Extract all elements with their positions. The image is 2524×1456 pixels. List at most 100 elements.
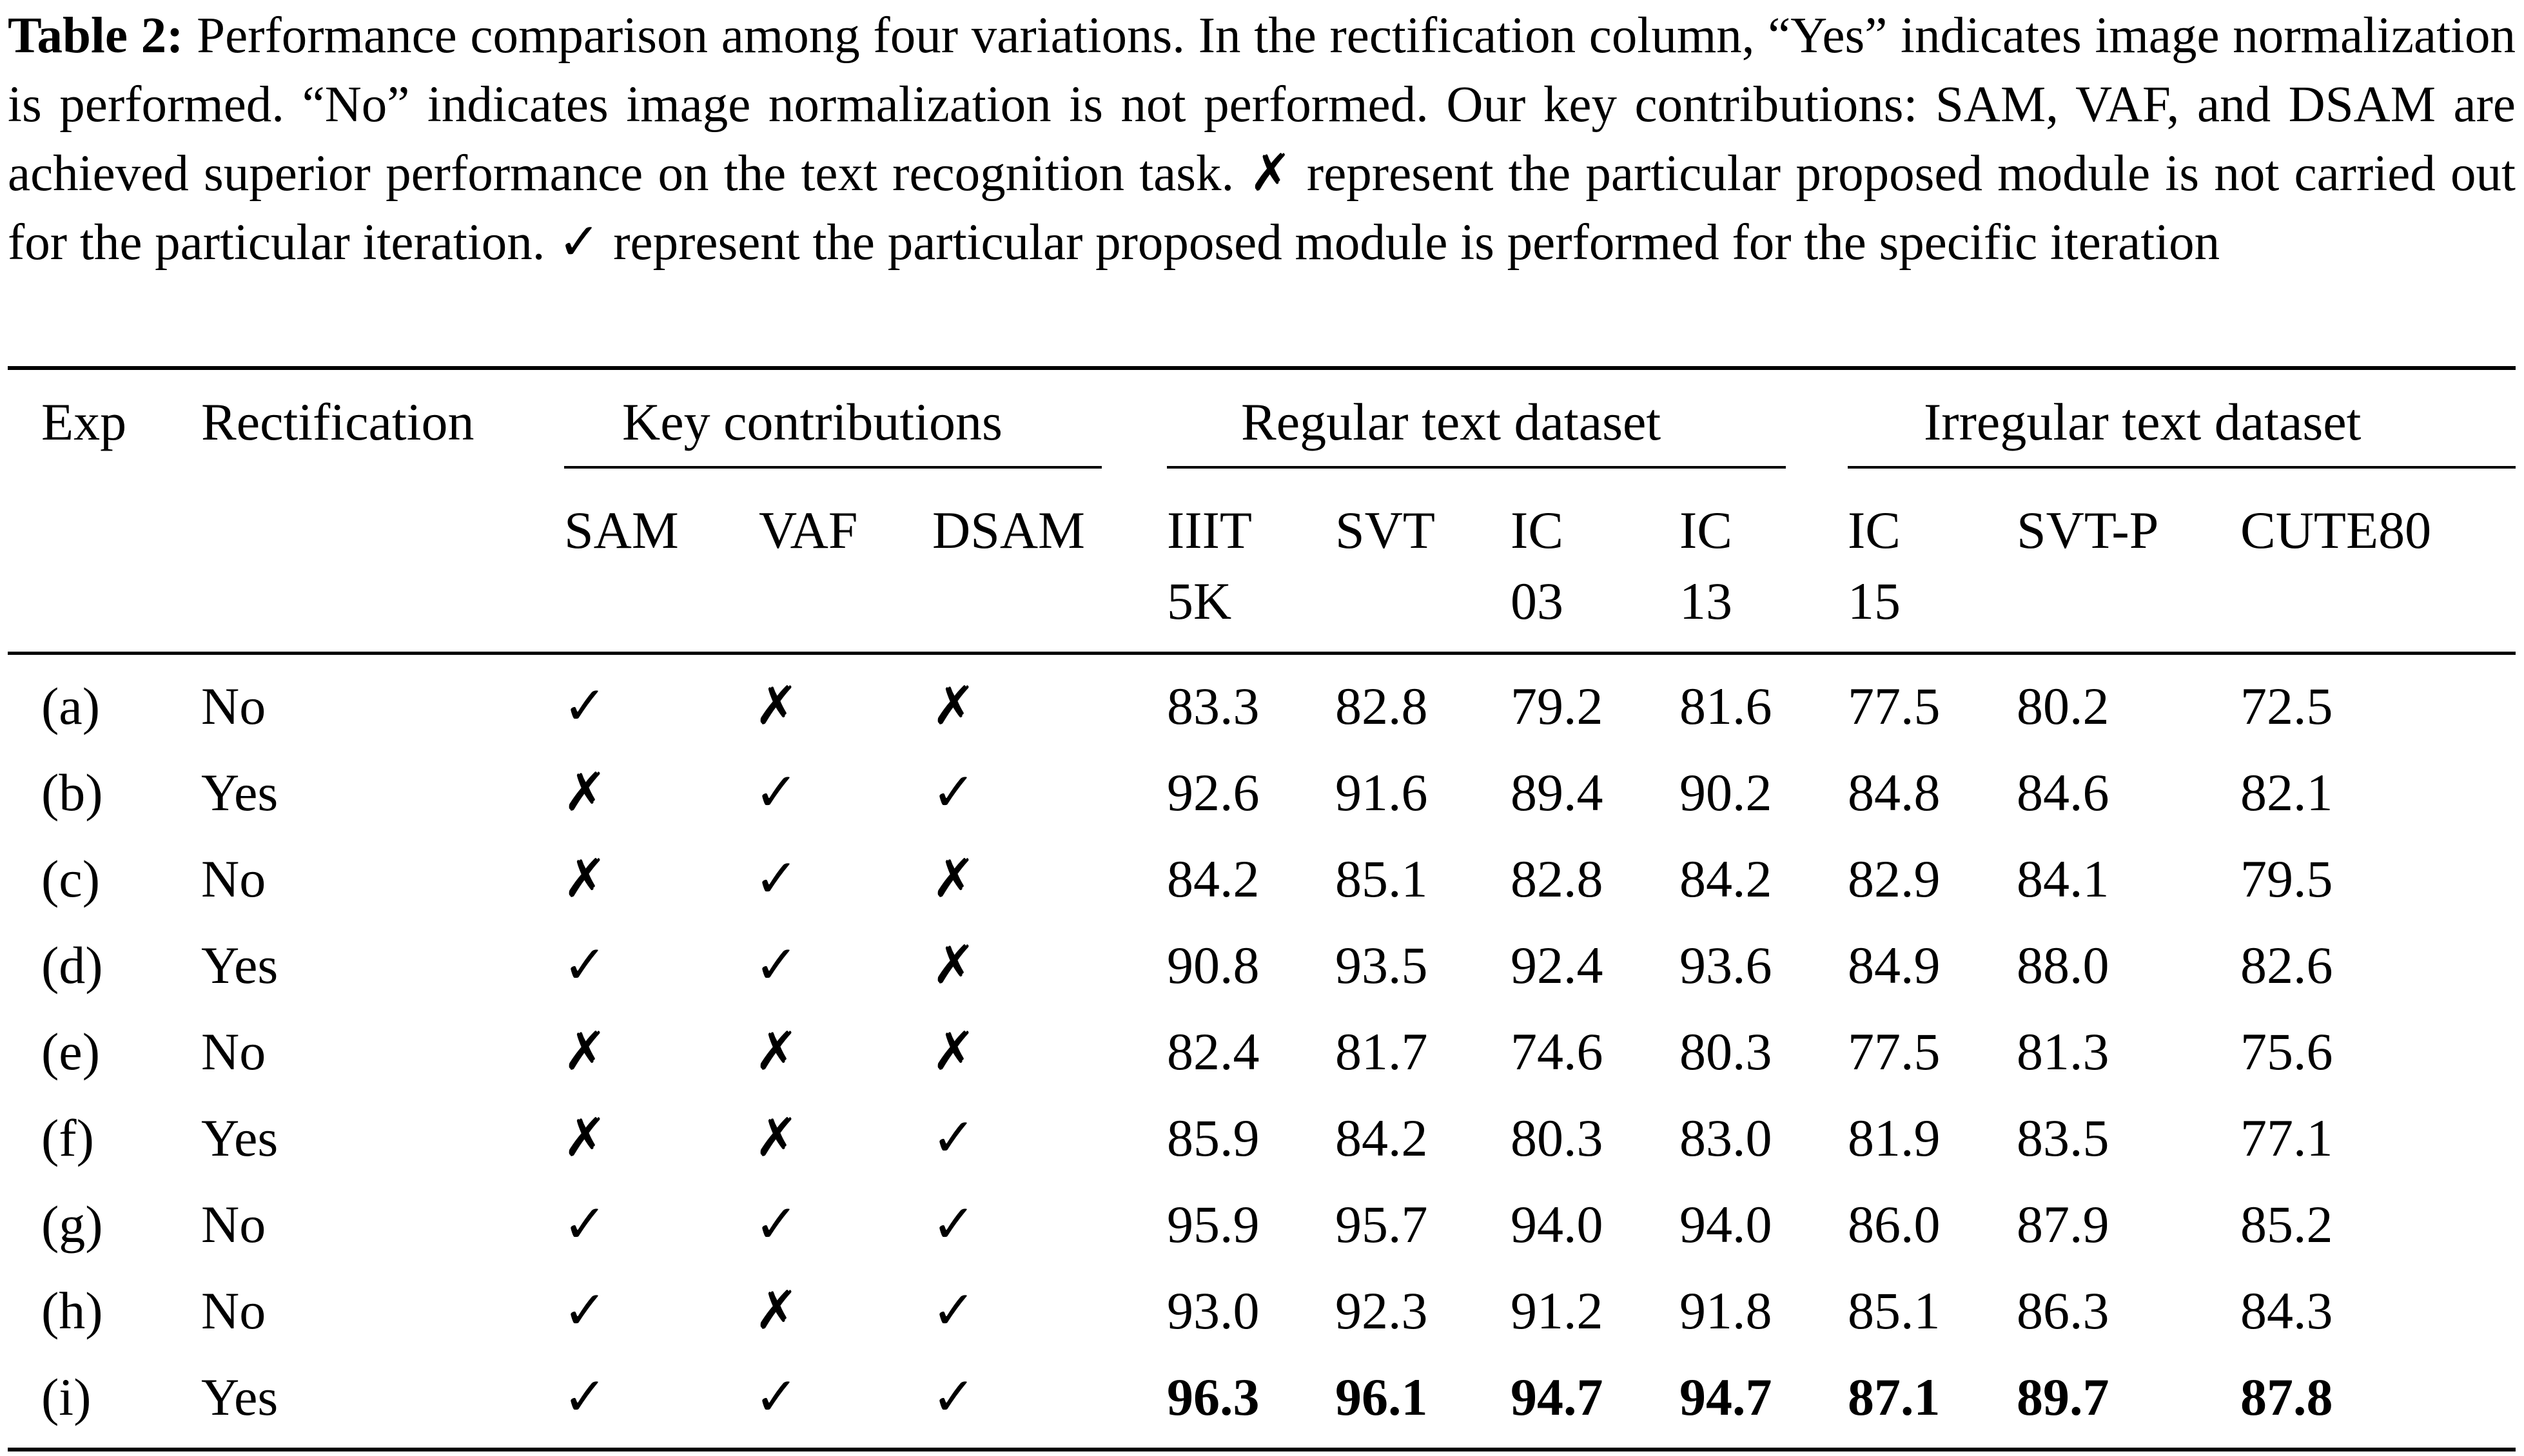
- cell-dsam: ✓: [932, 1107, 976, 1169]
- cell-sam: ✗: [563, 848, 607, 909]
- cell-iiit5k: 93.0: [1167, 1281, 1260, 1340]
- cell-ic03: 74.6: [1511, 1022, 1603, 1081]
- cell-ic13: 81.6: [1679, 677, 1772, 735]
- table-top-rule: [8, 366, 2516, 370]
- cell-exp: (g): [41, 1195, 103, 1254]
- cell-cute80: 82.1: [2240, 763, 2333, 822]
- cell-ic03: 89.4: [1511, 763, 1603, 822]
- cell-cute80: 77.1: [2240, 1109, 2333, 1167]
- header-key-contributions: Key contributions: [622, 393, 1003, 451]
- cell-dsam: ✗: [932, 1021, 976, 1082]
- header-rectification: Rectification: [201, 393, 474, 451]
- cell-svtp: 81.3: [2017, 1022, 2109, 1081]
- cell-svt: 81.7: [1335, 1022, 1428, 1081]
- cell-svtp: 89.7: [2017, 1368, 2109, 1426]
- cell-ic03: 94.0: [1511, 1195, 1603, 1254]
- header-vaf: VAF: [759, 501, 858, 559]
- header-ic13-line1: IC: [1679, 501, 1732, 559]
- cell-rectification: Yes: [201, 936, 279, 995]
- cell-svtp: 80.2: [2017, 677, 2109, 735]
- cell-sam: ✓: [563, 1366, 607, 1428]
- table-header-rule: [8, 652, 2516, 655]
- cell-rectification: No: [201, 1022, 266, 1081]
- header-irregular-dataset: Irregular text dataset: [1924, 393, 2362, 451]
- cell-ic15: 82.9: [1848, 849, 1941, 908]
- cell-exp: (b): [41, 763, 103, 822]
- cell-ic03: 82.8: [1511, 849, 1603, 908]
- regular-dataset-underline: [1167, 466, 1786, 469]
- cell-svtp: 87.9: [2017, 1195, 2109, 1254]
- header-regular-dataset: Regular text dataset: [1241, 393, 1661, 451]
- cell-svtp: 83.5: [2017, 1109, 2109, 1167]
- cell-sam: ✓: [563, 1280, 607, 1341]
- cell-ic15: 87.1: [1848, 1368, 1941, 1426]
- cell-svtp: 84.1: [2017, 849, 2109, 908]
- cell-svt: 95.7: [1335, 1195, 1428, 1254]
- cell-exp: (a): [41, 677, 101, 735]
- cell-rectification: No: [201, 849, 266, 908]
- cell-sam: ✓: [563, 1194, 607, 1255]
- header-ic03-line1: IC: [1511, 501, 1563, 559]
- cell-dsam: ✓: [932, 1280, 976, 1341]
- cell-vaf: ✓: [754, 762, 799, 823]
- header-svt: SVT: [1335, 501, 1435, 559]
- header-svtp: SVT-P: [2017, 501, 2159, 559]
- cell-iiit5k: 96.3: [1167, 1368, 1260, 1426]
- cell-ic03: 92.4: [1511, 936, 1603, 995]
- cell-iiit5k: 84.2: [1167, 849, 1260, 908]
- cell-dsam: ✓: [932, 762, 976, 823]
- cell-ic13: 93.6: [1679, 936, 1772, 995]
- key-contributions-underline: [564, 466, 1102, 469]
- cell-iiit5k: 85.9: [1167, 1109, 1260, 1167]
- cell-exp: (d): [41, 936, 103, 995]
- header-ic15-line2: 15: [1848, 572, 1901, 630]
- cell-ic15: 84.8: [1848, 763, 1941, 822]
- cell-ic15: 85.1: [1848, 1281, 1941, 1340]
- cell-iiit5k: 92.6: [1167, 763, 1260, 822]
- cell-cute80: 87.8: [2240, 1368, 2333, 1426]
- cell-ic13: 94.7: [1679, 1368, 1772, 1426]
- cell-exp: (i): [41, 1368, 92, 1426]
- cell-cute80: 75.6: [2240, 1022, 2333, 1081]
- cell-rectification: Yes: [201, 1109, 279, 1167]
- cell-rectification: Yes: [201, 763, 279, 822]
- cell-svtp: 88.0: [2017, 936, 2109, 995]
- cell-dsam: ✓: [932, 1194, 976, 1255]
- cell-exp: (e): [41, 1022, 101, 1081]
- cell-dsam: ✗: [932, 935, 976, 996]
- header-ic13-line2: 13: [1679, 572, 1732, 630]
- cell-cute80: 72.5: [2240, 677, 2333, 735]
- cell-vaf: ✗: [754, 1021, 799, 1082]
- cell-ic03: 91.2: [1511, 1281, 1603, 1340]
- cell-svt: 82.8: [1335, 677, 1428, 735]
- cell-ic13: 84.2: [1679, 849, 1772, 908]
- header-exp: Exp: [41, 393, 127, 451]
- cell-svtp: 86.3: [2017, 1281, 2109, 1340]
- cell-ic13: 80.3: [1679, 1022, 1772, 1081]
- cell-iiit5k: 83.3: [1167, 677, 1260, 735]
- cell-iiit5k: 82.4: [1167, 1022, 1260, 1081]
- cell-ic03: 80.3: [1511, 1109, 1603, 1167]
- cell-svt: 91.6: [1335, 763, 1428, 822]
- header-iiit-line2: 5K: [1167, 572, 1232, 630]
- irregular-dataset-underline: [1848, 466, 2516, 469]
- header-iiit-line1: IIIT: [1167, 501, 1253, 559]
- cell-sam: ✓: [563, 675, 607, 737]
- cell-ic15: 77.5: [1848, 677, 1941, 735]
- cell-vaf: ✗: [754, 675, 799, 737]
- cell-sam: ✗: [563, 762, 607, 823]
- cell-dsam: ✗: [932, 675, 976, 737]
- cell-svtp: 84.6: [2017, 763, 2109, 822]
- cell-ic13: 90.2: [1679, 763, 1772, 822]
- cell-exp: (c): [41, 849, 101, 908]
- cell-rectification: Yes: [201, 1368, 279, 1426]
- cell-dsam: ✗: [932, 848, 976, 909]
- cell-cute80: 85.2: [2240, 1195, 2333, 1254]
- cell-ic15: 84.9: [1848, 936, 1941, 995]
- cell-vaf: ✓: [754, 1366, 799, 1428]
- header-sam: SAM: [564, 501, 679, 559]
- cell-sam: ✗: [563, 1021, 607, 1082]
- cell-cute80: 84.3: [2240, 1281, 2333, 1340]
- cell-exp: (h): [41, 1281, 103, 1340]
- cell-rectification: No: [201, 1281, 266, 1340]
